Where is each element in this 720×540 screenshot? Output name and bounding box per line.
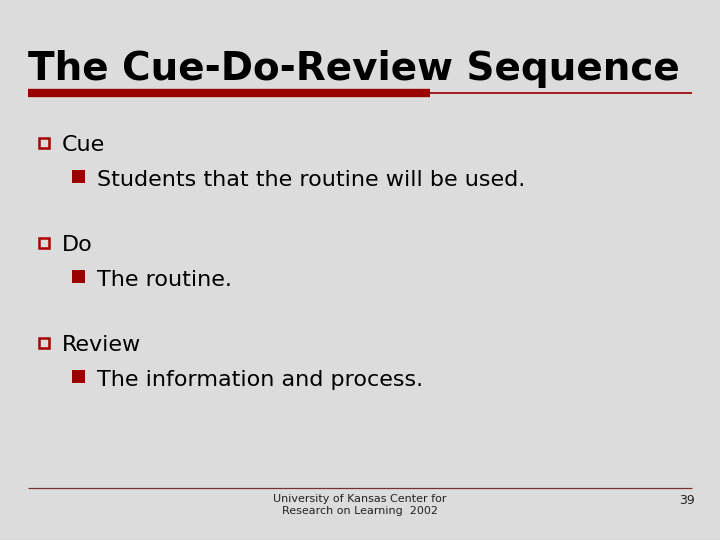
Text: Review: Review — [62, 335, 141, 355]
Text: The Cue-Do-Review Sequence: The Cue-Do-Review Sequence — [28, 50, 680, 88]
Bar — [71, 170, 84, 183]
Bar — [71, 269, 84, 282]
Text: Cue: Cue — [62, 135, 105, 155]
Text: Students that the routine will be used.: Students that the routine will be used. — [97, 170, 526, 190]
Bar — [39, 338, 49, 348]
Text: 39: 39 — [679, 494, 695, 507]
Bar — [71, 369, 84, 382]
Text: University of Kansas Center for
Research on Learning  2002: University of Kansas Center for Research… — [274, 494, 446, 516]
Bar — [39, 138, 49, 148]
Text: The routine.: The routine. — [97, 270, 232, 290]
Bar — [39, 238, 49, 248]
Text: The information and process.: The information and process. — [97, 370, 423, 390]
Text: Do: Do — [62, 235, 93, 255]
